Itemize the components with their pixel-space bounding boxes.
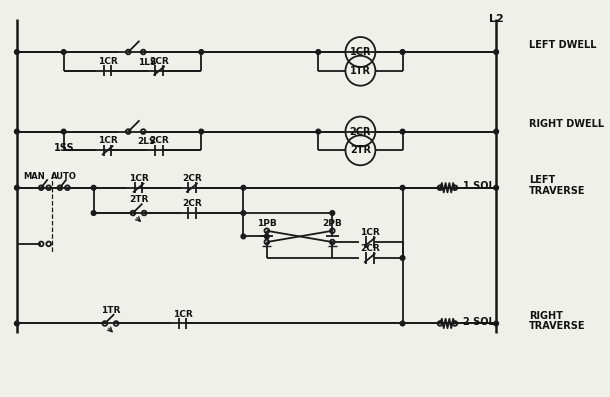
Text: 2TR: 2TR	[350, 145, 371, 155]
Text: 1TR: 1TR	[101, 306, 120, 315]
Text: RIGHT DWELL: RIGHT DWELL	[529, 119, 604, 129]
Circle shape	[62, 129, 66, 134]
Text: 1SS: 1SS	[54, 143, 75, 153]
Circle shape	[400, 256, 405, 260]
Circle shape	[330, 211, 335, 215]
Text: 2PB: 2PB	[323, 219, 342, 228]
Text: 2CR: 2CR	[360, 244, 379, 253]
Circle shape	[15, 129, 19, 134]
Text: LEFT DWELL: LEFT DWELL	[529, 40, 597, 50]
Text: 1CR: 1CR	[350, 47, 371, 57]
Circle shape	[15, 321, 19, 326]
Circle shape	[400, 185, 405, 190]
Circle shape	[92, 211, 96, 215]
Circle shape	[241, 185, 246, 190]
Text: 1 SOL.: 1 SOL.	[464, 181, 499, 191]
Text: 1LS: 1LS	[138, 58, 156, 67]
Circle shape	[241, 211, 246, 215]
Text: 1CR: 1CR	[173, 310, 192, 319]
Text: AUTO: AUTO	[51, 172, 77, 181]
Text: TRAVERSE: TRAVERSE	[529, 185, 586, 196]
Circle shape	[494, 129, 498, 134]
Circle shape	[241, 234, 246, 239]
Text: 2CR: 2CR	[182, 174, 202, 183]
Text: 2 SOL.: 2 SOL.	[464, 316, 499, 327]
Circle shape	[199, 129, 204, 134]
Circle shape	[199, 50, 204, 54]
Text: 1CR: 1CR	[98, 57, 118, 66]
Text: 2CR: 2CR	[350, 127, 371, 137]
Text: LEFT: LEFT	[529, 175, 555, 185]
Text: 2CR: 2CR	[182, 199, 202, 208]
Text: 1CR: 1CR	[129, 174, 148, 183]
Circle shape	[400, 50, 405, 54]
Circle shape	[62, 50, 66, 54]
Text: 2CR: 2CR	[149, 57, 169, 66]
Circle shape	[400, 321, 405, 326]
Text: 1PB: 1PB	[257, 219, 277, 228]
Circle shape	[316, 50, 321, 54]
Text: 1CR: 1CR	[98, 137, 118, 145]
Circle shape	[400, 129, 405, 134]
Text: 1TR: 1TR	[350, 66, 371, 76]
Text: MAN: MAN	[23, 172, 45, 181]
Circle shape	[15, 50, 19, 54]
Circle shape	[92, 185, 96, 190]
Circle shape	[265, 234, 269, 239]
Circle shape	[316, 129, 321, 134]
Circle shape	[494, 185, 498, 190]
Circle shape	[15, 185, 19, 190]
Text: L2: L2	[489, 14, 503, 24]
Circle shape	[494, 50, 498, 54]
Text: RIGHT: RIGHT	[529, 311, 563, 321]
Text: 2TR: 2TR	[129, 195, 148, 204]
Circle shape	[494, 321, 498, 326]
Text: 2CR: 2CR	[149, 137, 169, 145]
Text: TRAVERSE: TRAVERSE	[529, 321, 586, 331]
Text: 2LS: 2LS	[138, 137, 156, 146]
Text: 1CR: 1CR	[360, 228, 379, 237]
